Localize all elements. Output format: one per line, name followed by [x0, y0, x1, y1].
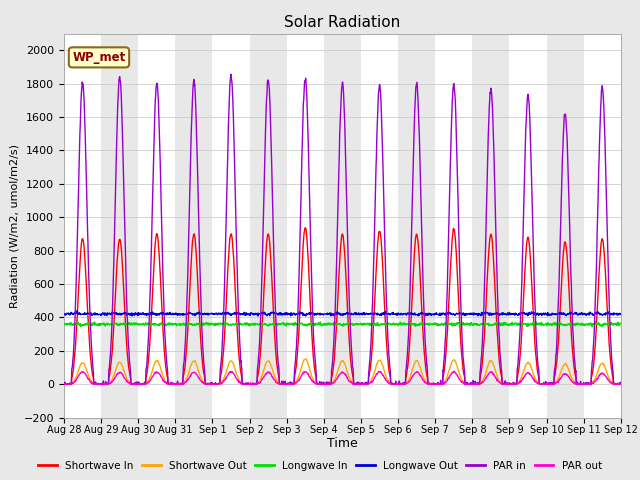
Bar [287, 34, 324, 418]
Text: WP_met: WP_met [72, 51, 125, 64]
Bar [101, 34, 138, 418]
Bar [64, 34, 101, 418]
Bar [398, 34, 435, 418]
Bar [472, 34, 509, 418]
Legend: Shortwave In, Shortwave Out, Longwave In, Longwave Out, PAR in, PAR out: Shortwave In, Shortwave Out, Longwave In… [34, 456, 606, 475]
Y-axis label: Radiation (W/m2, umol/m2/s): Radiation (W/m2, umol/m2/s) [10, 144, 20, 308]
Title: Solar Radiation: Solar Radiation [284, 15, 401, 30]
Bar [584, 34, 621, 418]
X-axis label: Time: Time [327, 437, 358, 450]
Bar [324, 34, 361, 418]
Bar [509, 34, 547, 418]
Bar [212, 34, 250, 418]
Bar [361, 34, 398, 418]
Bar [138, 34, 175, 418]
Bar [250, 34, 287, 418]
Bar [175, 34, 212, 418]
Bar [435, 34, 472, 418]
Bar [547, 34, 584, 418]
